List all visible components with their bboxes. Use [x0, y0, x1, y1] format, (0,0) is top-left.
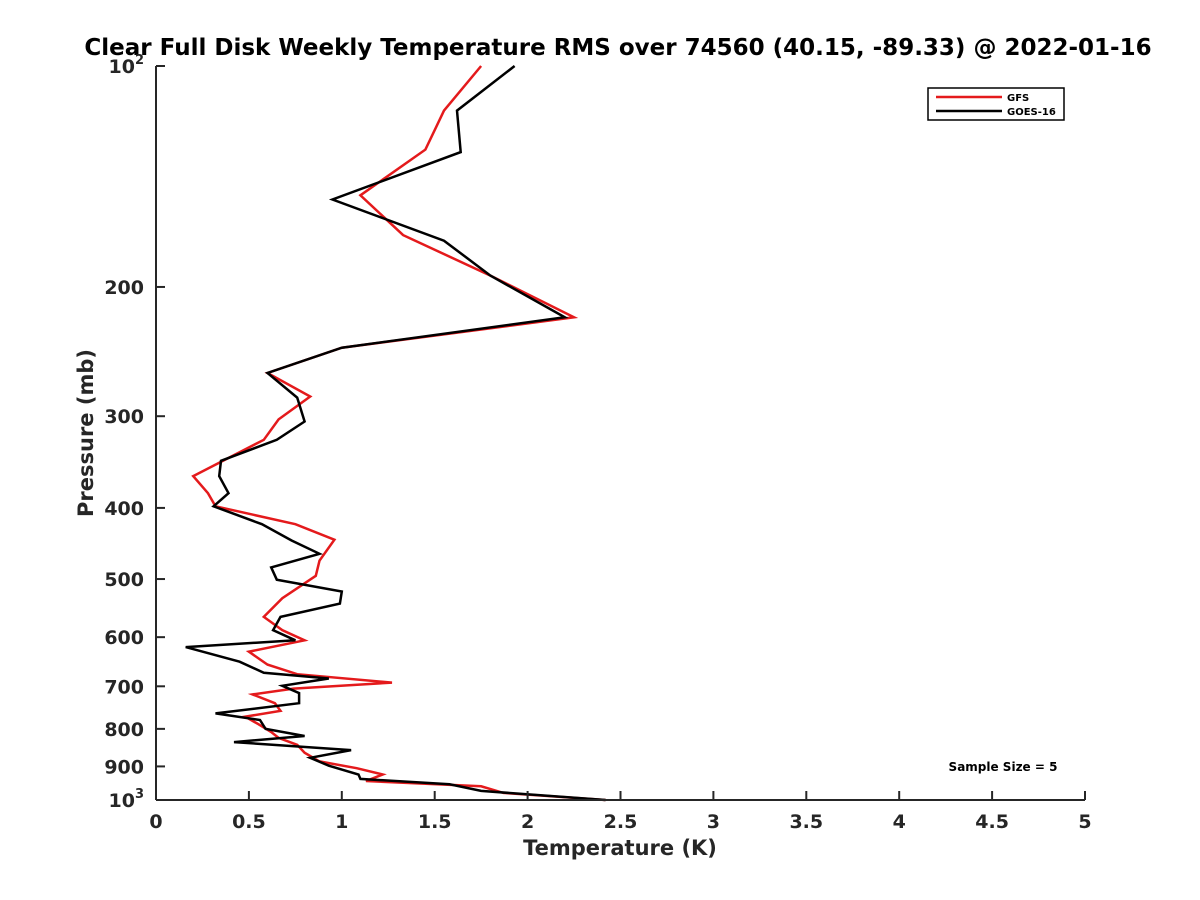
y-axis-ticks: 102 200 300 400 500 600 700 800 900 103 — [104, 53, 165, 812]
plot-area — [185, 65, 606, 802]
series-line-goes-16 — [185, 65, 606, 802]
y-tick-label: 900 — [104, 756, 144, 778]
chart-title: Clear Full Disk Weekly Temperature RMS o… — [84, 35, 1151, 61]
y-tick-label: 102 — [109, 53, 145, 78]
y-tick-label: 200 — [104, 277, 144, 299]
x-tick-label: 3.5 — [789, 811, 823, 833]
x-tick-label: 4.5 — [975, 811, 1009, 833]
y-tick-label: 300 — [104, 406, 144, 428]
sample-size-annotation: Sample Size = 5 — [949, 760, 1058, 774]
y-tick-label: 700 — [104, 676, 144, 698]
legend-label-gfs: GFS — [1007, 93, 1029, 104]
y-tick-label: 103 — [109, 787, 145, 812]
y-tick-label: 400 — [104, 498, 144, 520]
y-axis-label: Pressure (mb) — [74, 349, 98, 517]
x-tick-label: 1.5 — [418, 811, 452, 833]
x-tick-label: 5 — [1078, 811, 1091, 833]
y-tick-label: 600 — [104, 627, 144, 649]
x-tick-label: 2.5 — [604, 811, 638, 833]
x-tick-label: 1 — [335, 811, 348, 833]
series-line-gfs — [191, 65, 606, 802]
x-axis-label: Temperature (K) — [523, 836, 717, 860]
x-tick-label: 4 — [893, 811, 906, 833]
x-tick-label: 0.5 — [232, 811, 266, 833]
x-axis-ticks: 0 0.5 1 1.5 2 2.5 3 3.5 4 4.5 5 — [149, 791, 1092, 833]
legend: GFS GOES-16 — [927, 87, 1065, 121]
y-tick-label: 500 — [104, 569, 144, 591]
legend-box — [927, 87, 1065, 121]
x-tick-label: 2 — [521, 811, 534, 833]
y-tick-label: 800 — [104, 719, 144, 741]
x-tick-label: 0 — [149, 811, 162, 833]
legend-label-goes-16: GOES-16 — [1007, 107, 1056, 118]
x-tick-label: 3 — [707, 811, 720, 833]
